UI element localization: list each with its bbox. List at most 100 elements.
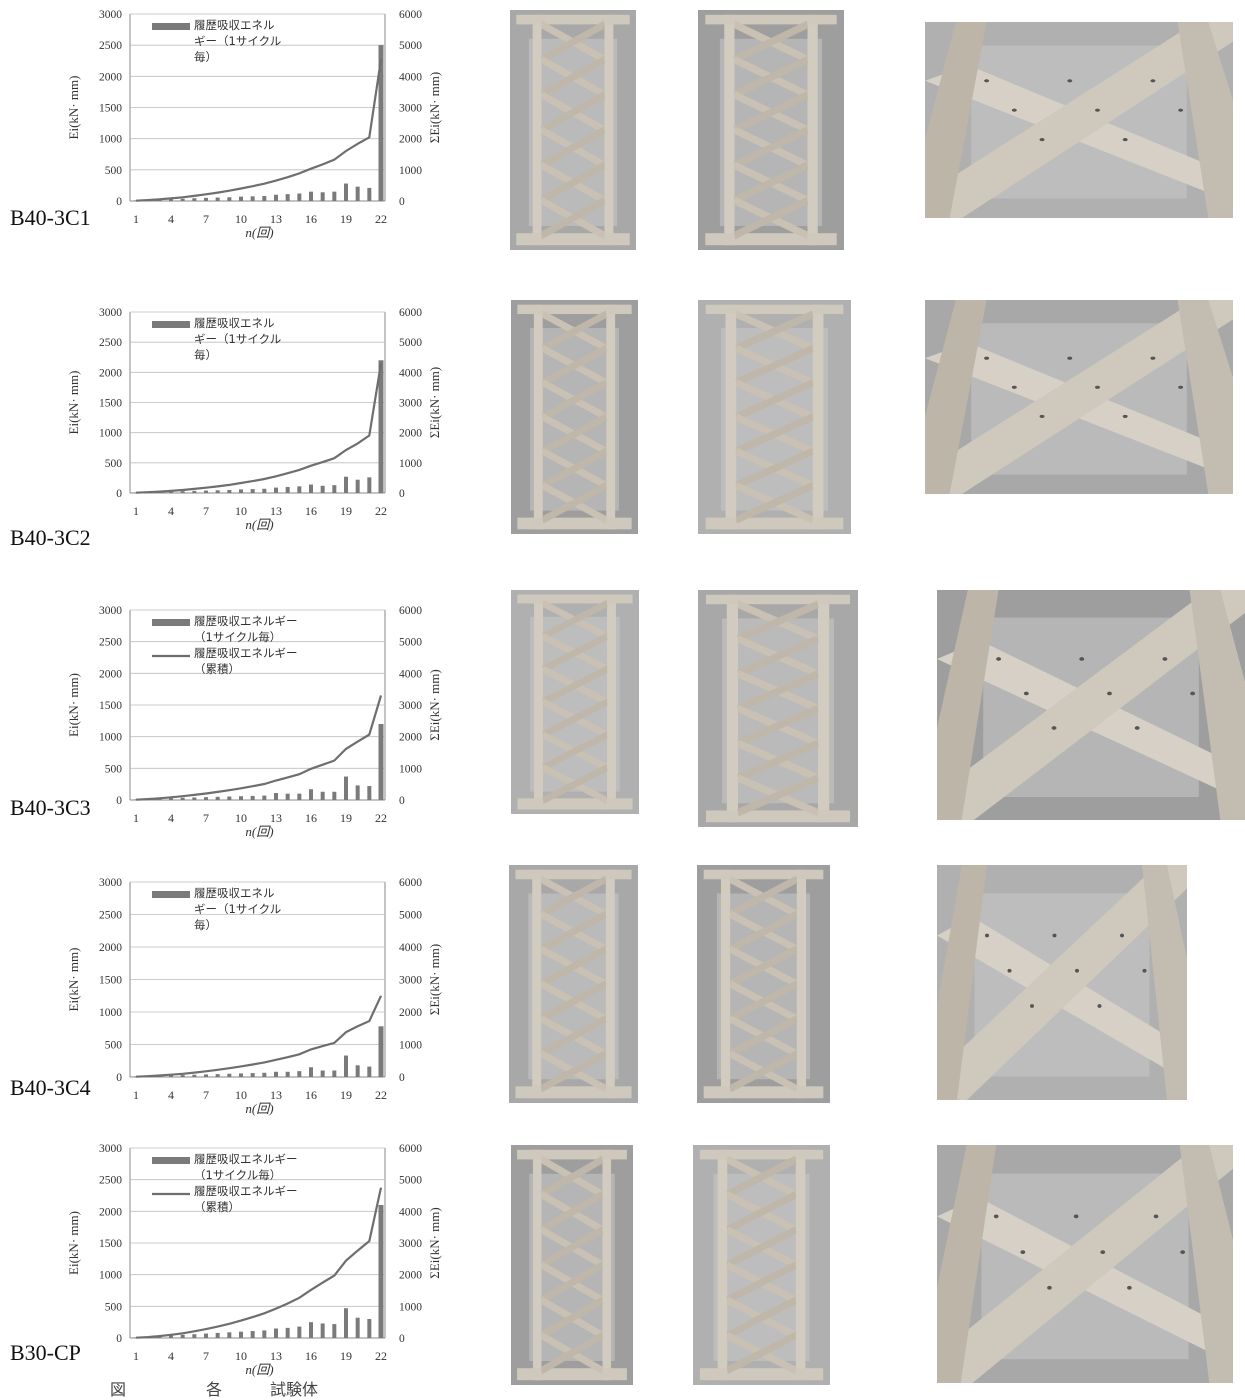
y2-tick-label: 0 (399, 1333, 405, 1345)
y2-tick-label: 4000 (399, 367, 422, 379)
legend-bar-swatch (152, 1157, 190, 1164)
bar (169, 199, 173, 201)
y2-tick-label: 1000 (399, 763, 422, 775)
bar (192, 1074, 197, 1077)
y-tick-label: 1000 (99, 1270, 122, 1282)
bar (367, 477, 372, 493)
bar (378, 360, 384, 493)
photo-before-test (509, 865, 638, 1103)
x-tick-label: 13 (270, 504, 282, 518)
y2-tick-label: 4000 (399, 71, 422, 83)
photo-joint-closeup (937, 590, 1245, 820)
bar (309, 789, 313, 800)
photo-joint-closeup (925, 22, 1233, 218)
bar (378, 1205, 384, 1338)
bar (285, 793, 290, 800)
bar (192, 797, 197, 800)
cumulative-line (135, 59, 383, 202)
bar (215, 1074, 220, 1077)
y2-tick-label: 1000 (399, 165, 422, 177)
bar (180, 797, 185, 800)
bar (355, 186, 360, 201)
bar (367, 187, 372, 201)
y2-tick-label: 5000 (399, 40, 422, 52)
bar (169, 798, 173, 800)
bar (344, 183, 348, 201)
y2-tick-label: 3000 (399, 103, 422, 115)
x-tick-label: 13 (270, 811, 282, 825)
y-tick-label: 2500 (99, 910, 122, 922)
x-tick-label: 16 (305, 1088, 317, 1102)
legend-entry: 履歴吸収エネルギー (194, 1152, 298, 1166)
photo-after-test (693, 1145, 830, 1385)
bar (309, 1322, 313, 1338)
x-tick-label: 4 (168, 504, 174, 518)
x-tick-label: 19 (340, 1088, 352, 1102)
x-tick-label: 13 (270, 212, 282, 226)
x-tick-label: 1 (133, 504, 139, 518)
bar (192, 1334, 197, 1338)
x-tick-label: 10 (235, 212, 247, 226)
bar (262, 1072, 267, 1077)
y2-tick-label: 3000 (399, 398, 422, 410)
x-tick-label: 13 (270, 1349, 282, 1363)
y-tick-label: 0 (116, 1333, 122, 1345)
bar (239, 1331, 243, 1338)
y2-tick-label: 2000 (399, 1270, 422, 1282)
bar (309, 484, 313, 493)
bar (344, 1055, 348, 1077)
bar (285, 486, 290, 493)
figure-caption: 図 各 試験体 (110, 1380, 319, 1399)
bar (297, 1071, 302, 1077)
y-tick-label: 3000 (99, 9, 122, 21)
x-tick-label: 19 (340, 1349, 352, 1363)
bar (204, 490, 208, 493)
bar (180, 198, 185, 201)
specimen-label: B40-3C4 (10, 1075, 91, 1100)
bar (239, 1073, 243, 1077)
legend-bar-swatch (152, 619, 190, 626)
x-axis-label: n(回) (245, 1101, 273, 1116)
x-tick-label: 4 (168, 1088, 174, 1102)
legend-entry: 毎） (194, 50, 217, 64)
y2-tick-label: 2000 (399, 428, 422, 440)
bar (274, 487, 278, 493)
y2-tick-label: 2000 (399, 732, 422, 744)
y2-axis-label: ΣEi(kN· mm) (427, 72, 442, 143)
x-tick-label: 7 (203, 811, 209, 825)
bar (332, 1324, 337, 1338)
bar (355, 1317, 360, 1338)
bar (204, 797, 208, 800)
x-tick-label: 16 (305, 811, 317, 825)
bar (215, 490, 220, 493)
x-tick-label: 13 (270, 1088, 282, 1102)
y-tick-label: 0 (116, 1072, 122, 1084)
bar (215, 1332, 220, 1338)
bar (262, 196, 267, 201)
y-tick-label: 1500 (99, 398, 122, 410)
photo-before-test (511, 1145, 633, 1385)
specimen-row: B30-CP 0 500 1000 1500 2000 2500 3000 0 1000 2000 3… (0, 1135, 1245, 1390)
bar (274, 1071, 278, 1077)
y-tick-label: 0 (116, 196, 122, 208)
bar (297, 486, 302, 493)
y2-tick-label: 1000 (399, 1301, 422, 1313)
bar (285, 1071, 290, 1077)
legend-entry: ギー（1サイクル (194, 332, 281, 346)
y2-tick-label: 6000 (399, 1143, 422, 1155)
y2-tick-label: 0 (399, 488, 405, 500)
y2-tick-label: 3000 (399, 1238, 422, 1250)
photo-joint-closeup (937, 865, 1187, 1100)
energy-chart: 0 500 1000 1500 2000 2500 3000 0 1000 2000 3000 400… (66, 877, 442, 1116)
bar (285, 1327, 290, 1338)
y2-tick-label: 6000 (399, 605, 422, 617)
x-tick-label: 22 (375, 1349, 387, 1363)
photo-after-test (698, 300, 851, 534)
legend-entry: 履歴吸収エネル (194, 18, 275, 32)
photo-joint-closeup (925, 300, 1233, 494)
x-axis-label: n(回) (245, 824, 273, 839)
bar (320, 1070, 325, 1077)
y-tick-label: 3000 (99, 1143, 122, 1155)
bar (355, 785, 360, 800)
legend-bar-swatch (152, 891, 190, 898)
